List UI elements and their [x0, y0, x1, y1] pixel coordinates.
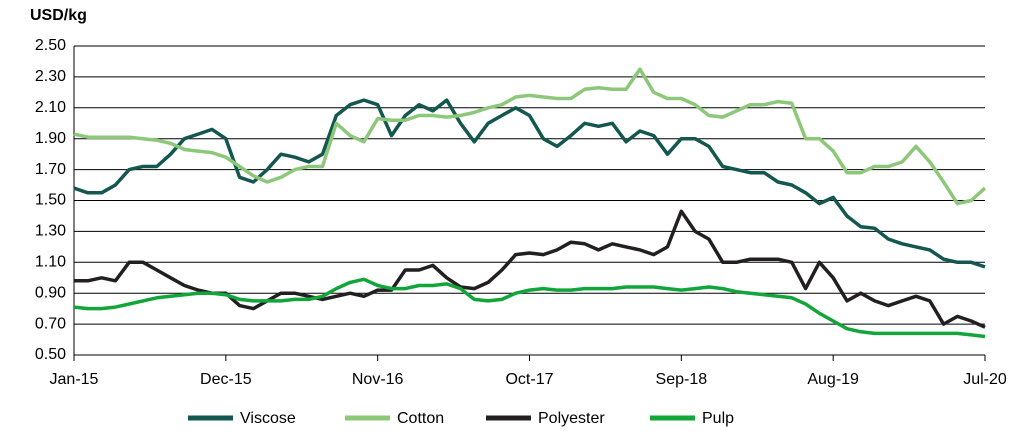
y-tick-label: 1.90 [35, 130, 66, 147]
x-tick-label: Jul-20 [963, 371, 1007, 388]
x-tick-label: Oct-17 [505, 371, 553, 388]
y-tick-label: 2.10 [35, 99, 66, 116]
y-tick-label: 1.30 [35, 223, 66, 240]
y-tick-label: 2.50 [35, 37, 66, 54]
x-tick-label: Aug-19 [807, 371, 859, 388]
legend-label: Cotton [397, 410, 444, 427]
y-axis-label: USD/kg [30, 7, 87, 24]
line-series [74, 209, 986, 329]
line-series [73, 277, 986, 339]
y-tick-label: 1.50 [35, 192, 66, 209]
y-tick-label: 1.70 [35, 161, 66, 178]
line-series [73, 67, 987, 206]
x-tick-label: Jan-15 [50, 371, 99, 388]
y-tick-label: 2.30 [35, 68, 66, 85]
legend-label: Viscose [240, 410, 296, 427]
legend-label: Polyester [538, 410, 605, 427]
y-tick-label: 0.90 [35, 284, 66, 301]
y-tick-label: 0.50 [35, 346, 66, 363]
line-series [73, 98, 986, 269]
x-tick-label: Nov-16 [352, 371, 404, 388]
legend-label: Pulp [702, 410, 734, 427]
y-tick-label: 1.10 [35, 254, 66, 271]
x-tick-label: Dec-15 [200, 371, 252, 388]
y-tick-label: 0.70 [35, 315, 66, 332]
x-tick-label: Sep-18 [656, 371, 708, 388]
